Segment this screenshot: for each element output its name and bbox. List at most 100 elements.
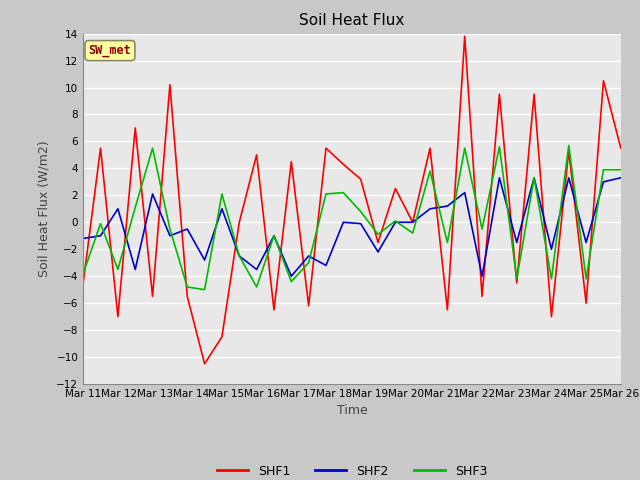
SHF1 <box>287 159 295 165</box>
SHF2 <box>166 233 173 239</box>
SHF2 <box>97 233 104 239</box>
SHF1 <box>218 334 226 340</box>
SHF2 <box>374 249 382 255</box>
SHF2 <box>444 203 451 209</box>
SHF2 <box>531 175 538 180</box>
SHF3 <box>444 240 451 245</box>
SHF2 <box>582 240 590 245</box>
SHF3 <box>357 209 365 215</box>
Y-axis label: Soil Heat Flux (W/m2): Soil Heat Flux (W/m2) <box>38 141 51 277</box>
SHF3 <box>409 230 417 236</box>
SHF2 <box>495 175 503 180</box>
SHF2 <box>201 257 209 263</box>
SHF3 <box>374 231 382 237</box>
SHF2 <box>148 191 156 197</box>
SHF2 <box>357 221 365 227</box>
SHF1 <box>531 91 538 97</box>
SHF1 <box>495 91 503 97</box>
SHF3 <box>617 167 625 173</box>
SHF1 <box>582 300 590 306</box>
SHF3 <box>548 276 556 282</box>
Text: SW_met: SW_met <box>88 44 131 57</box>
SHF1 <box>426 145 434 151</box>
SHF2 <box>114 206 122 212</box>
Line: SHF1: SHF1 <box>83 36 621 364</box>
SHF3 <box>582 276 590 282</box>
SHF1 <box>374 240 382 245</box>
SHF2 <box>617 175 625 180</box>
SHF2 <box>236 253 243 259</box>
SHF1 <box>97 145 104 151</box>
Legend: SHF1, SHF2, SHF3: SHF1, SHF2, SHF3 <box>212 460 492 480</box>
SHF2 <box>426 206 434 212</box>
SHF2 <box>218 206 226 212</box>
SHF1 <box>253 152 260 158</box>
SHF1 <box>166 82 173 88</box>
SHF3 <box>461 145 468 151</box>
SHF2 <box>339 219 347 225</box>
SHF1 <box>114 314 122 320</box>
SHF2 <box>392 219 399 225</box>
SHF3 <box>131 204 139 210</box>
SHF2 <box>287 273 295 279</box>
SHF3 <box>600 167 607 173</box>
SHF1 <box>236 219 243 225</box>
SHF1 <box>339 161 347 167</box>
Title: Soil Heat Flux: Soil Heat Flux <box>300 13 404 28</box>
SHF3 <box>531 175 538 180</box>
SHF2 <box>253 266 260 272</box>
SHF1 <box>392 186 399 192</box>
SHF3 <box>236 253 243 259</box>
SHF3 <box>426 168 434 174</box>
SHF1 <box>548 314 556 320</box>
SHF1 <box>184 293 191 300</box>
SHF3 <box>565 143 573 148</box>
SHF1 <box>513 280 520 286</box>
SHF2 <box>270 233 278 239</box>
SHF1 <box>478 293 486 300</box>
SHF1 <box>201 361 209 367</box>
SHF1 <box>357 176 365 182</box>
SHF1 <box>270 307 278 313</box>
SHF2 <box>600 179 607 185</box>
SHF1 <box>131 125 139 131</box>
Line: SHF3: SHF3 <box>83 145 621 289</box>
SHF3 <box>201 287 209 292</box>
SHF3 <box>79 271 87 276</box>
SHF3 <box>495 144 503 150</box>
SHF3 <box>253 284 260 290</box>
SHF1 <box>617 145 625 151</box>
SHF3 <box>218 191 226 197</box>
SHF3 <box>305 260 312 265</box>
SHF3 <box>478 226 486 232</box>
SHF1 <box>600 78 607 84</box>
SHF2 <box>478 273 486 279</box>
SHF3 <box>97 221 104 227</box>
SHF3 <box>392 218 399 224</box>
SHF3 <box>148 145 156 151</box>
SHF1 <box>461 34 468 39</box>
SHF1 <box>305 303 312 309</box>
SHF2 <box>322 263 330 268</box>
SHF2 <box>565 175 573 180</box>
SHF3 <box>287 279 295 285</box>
Line: SHF2: SHF2 <box>83 178 621 276</box>
SHF3 <box>114 266 122 272</box>
SHF1 <box>444 307 451 313</box>
SHF2 <box>79 236 87 241</box>
SHF2 <box>184 226 191 232</box>
SHF1 <box>148 293 156 300</box>
SHF2 <box>513 240 520 245</box>
SHF2 <box>409 219 417 225</box>
SHF3 <box>166 226 173 232</box>
SHF2 <box>548 246 556 252</box>
SHF2 <box>131 266 139 272</box>
SHF3 <box>513 276 520 282</box>
SHF3 <box>270 233 278 239</box>
SHF1 <box>79 280 87 286</box>
SHF3 <box>184 284 191 290</box>
SHF1 <box>322 145 330 151</box>
SHF1 <box>565 148 573 154</box>
SHF1 <box>409 219 417 225</box>
SHF3 <box>339 190 347 195</box>
